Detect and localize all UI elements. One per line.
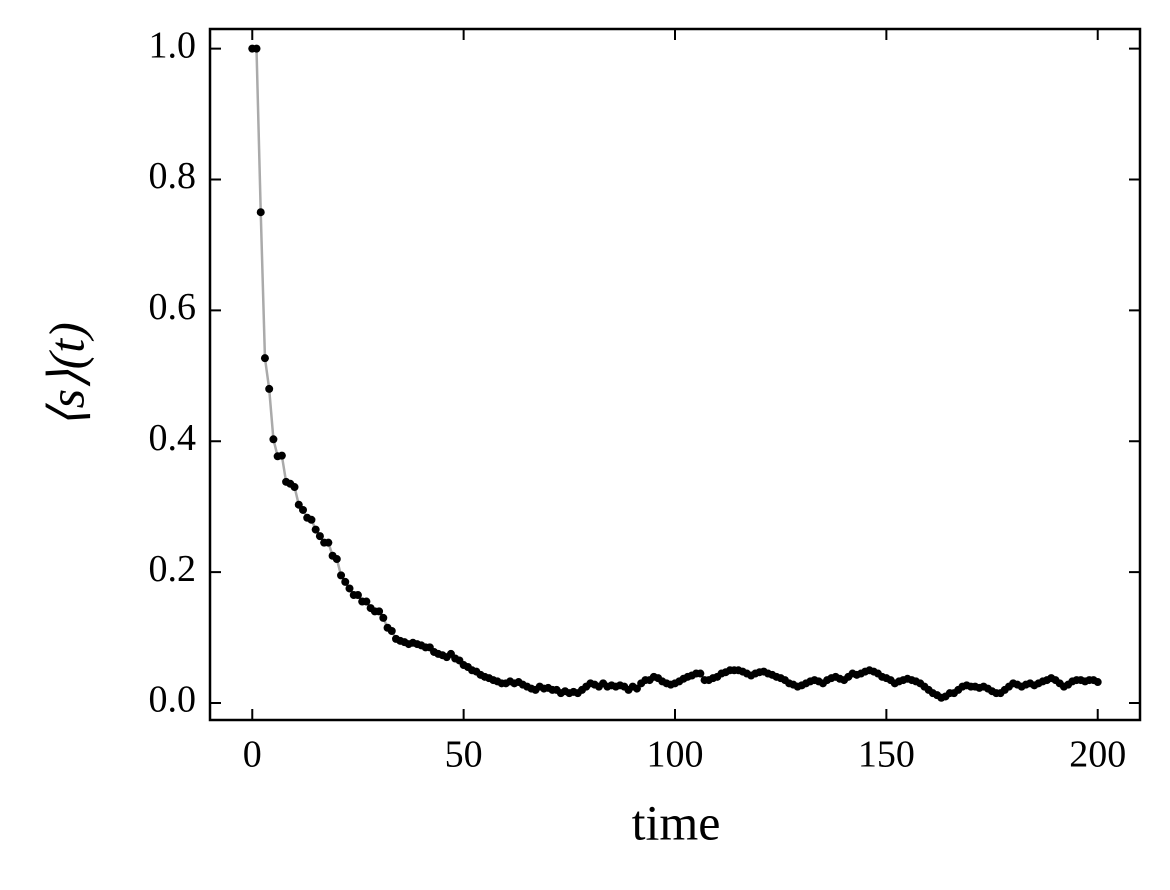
y-tick-label: 0.8 xyxy=(149,155,197,197)
point xyxy=(252,44,261,53)
point xyxy=(269,435,278,444)
x-tick-label: 0 xyxy=(243,734,262,776)
point xyxy=(311,525,320,534)
y-tick-label: 0.2 xyxy=(149,548,197,590)
y-tick-label: 0.6 xyxy=(149,286,197,328)
point xyxy=(307,515,316,524)
line xyxy=(252,47,1099,700)
x-axis-label: time xyxy=(632,794,721,850)
point xyxy=(387,627,396,636)
point xyxy=(1093,678,1102,687)
point xyxy=(345,584,354,593)
point xyxy=(299,505,307,514)
x-tick-label: 100 xyxy=(647,734,704,776)
point xyxy=(332,555,341,564)
y-axis-label: ⟨s⟩(t) xyxy=(38,322,94,428)
plot-frame xyxy=(208,27,1142,722)
point xyxy=(324,538,333,547)
point xyxy=(337,571,346,580)
point xyxy=(256,208,265,217)
point xyxy=(375,607,384,616)
x-tick-label: 150 xyxy=(858,734,915,776)
point xyxy=(362,597,371,606)
point xyxy=(315,532,324,541)
y-tick-label: 0.0 xyxy=(149,679,197,721)
point xyxy=(290,483,299,492)
point xyxy=(696,669,705,678)
x-tick-label: 200 xyxy=(1069,734,1126,776)
y-tick-label: 1.0 xyxy=(149,24,197,66)
point xyxy=(260,354,269,363)
point xyxy=(341,577,350,586)
point xyxy=(265,384,274,393)
point xyxy=(353,591,362,600)
point xyxy=(379,613,388,622)
y-tick-label: 0.4 xyxy=(149,417,197,459)
point xyxy=(277,451,286,460)
x-tick-label: 50 xyxy=(445,734,483,776)
